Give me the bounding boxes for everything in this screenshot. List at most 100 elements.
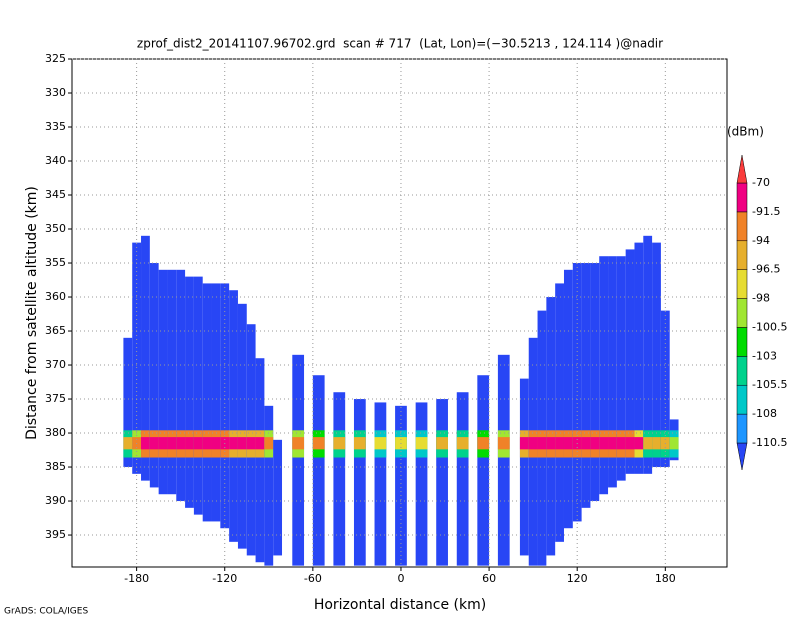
beam <box>497 354 510 566</box>
surface-peak <box>264 437 274 450</box>
beam <box>395 405 407 566</box>
surface-peak <box>193 437 203 450</box>
colorbar-label: -91.5 <box>752 205 780 218</box>
surface-peak <box>312 437 325 450</box>
beam <box>202 283 212 522</box>
beam <box>312 375 325 566</box>
beam <box>132 242 142 474</box>
beam <box>211 283 221 522</box>
y-tick-label: 335 <box>45 120 66 133</box>
beam <box>141 235 150 481</box>
beam <box>167 269 177 495</box>
surface-peak <box>202 437 212 450</box>
surface-peak <box>652 437 661 450</box>
colorbar-label: -100.5 <box>752 320 787 333</box>
colorbar-low <box>736 442 748 471</box>
surface-peak <box>634 437 644 450</box>
surface-peak <box>537 437 547 450</box>
colorbar-segment <box>736 269 748 299</box>
surface-peak <box>643 437 653 450</box>
beam <box>599 256 609 495</box>
beam <box>625 249 635 474</box>
surface-peak <box>563 437 573 450</box>
colorbar-label: -110.5 <box>752 436 787 449</box>
colorbar-label: -108 <box>752 407 777 420</box>
beam <box>264 405 274 566</box>
beam <box>634 242 644 474</box>
y-tick-label: 345 <box>45 188 66 201</box>
surface-peak <box>477 437 490 450</box>
surface-peak <box>456 437 469 450</box>
surface-peak <box>555 437 564 450</box>
beam <box>273 439 283 556</box>
surface-peak <box>237 437 247 450</box>
y-tick-label: 370 <box>45 358 66 371</box>
surface-peak <box>246 437 256 450</box>
beam <box>581 263 591 508</box>
beam <box>590 263 600 502</box>
y-tick-label: 355 <box>45 256 66 269</box>
footer: GrADS: COLA/IGES <box>4 607 88 617</box>
surface-peak <box>211 437 221 450</box>
y-tick-label: 375 <box>45 392 66 405</box>
beam <box>237 303 247 549</box>
surface-peak <box>229 437 238 450</box>
surface-peak <box>415 437 428 450</box>
colorbar-segment <box>736 384 748 415</box>
beam <box>546 297 556 556</box>
colorbar-high <box>736 154 748 184</box>
colorbar-segment <box>736 327 748 357</box>
beam <box>229 290 238 542</box>
surface-peak <box>590 437 600 450</box>
y-tick-label: 330 <box>45 86 66 99</box>
surface-peak <box>546 437 556 450</box>
surface-peak <box>599 437 609 450</box>
x-tick-label: -60 <box>304 572 322 585</box>
colorbar-unit: (dBm) <box>727 125 764 139</box>
surface-peak <box>374 437 387 450</box>
beam <box>193 276 203 515</box>
beam <box>149 263 159 488</box>
surface-peak <box>292 437 305 450</box>
beam <box>292 354 305 566</box>
surface-peak <box>123 437 133 450</box>
beam <box>652 242 661 468</box>
y-tick-label: 365 <box>45 324 66 337</box>
colorbar-label: -103 <box>752 349 777 362</box>
colorbar-segment <box>736 356 748 386</box>
beam <box>220 283 230 529</box>
surface-peak <box>669 437 679 450</box>
surface-peak <box>608 437 617 450</box>
colorbar-label: -105.5 <box>752 378 787 391</box>
y-tick-label: 390 <box>45 494 66 507</box>
surface-peak <box>581 437 591 450</box>
beam <box>176 269 186 502</box>
beam <box>616 256 626 481</box>
x-axis-label: Horizontal distance (km) <box>314 597 486 613</box>
beam <box>415 402 428 566</box>
colorbar-segment <box>736 211 748 242</box>
y-tick-label: 350 <box>45 222 66 235</box>
surface-peak <box>616 437 626 450</box>
beam <box>374 402 387 566</box>
beam <box>608 256 617 488</box>
colorbar-label: -98 <box>752 292 770 305</box>
beam <box>660 310 670 468</box>
beam <box>255 358 265 563</box>
x-tick-label: 120 <box>567 572 588 585</box>
y-tick-label: 325 <box>45 52 66 65</box>
beam <box>333 392 346 566</box>
y-tick-label: 360 <box>45 290 66 303</box>
colorbar-label: -94 <box>752 234 770 247</box>
plot-frame <box>71 58 728 568</box>
y-tick-label: 340 <box>45 154 66 167</box>
beam <box>643 235 653 474</box>
beam <box>158 269 168 495</box>
surface-peak <box>141 437 150 450</box>
surface-peak <box>519 437 529 450</box>
surface-peak <box>149 437 159 450</box>
y-tick-label: 395 <box>45 528 66 541</box>
colorbar-segment <box>736 413 748 444</box>
surface-peak <box>176 437 186 450</box>
